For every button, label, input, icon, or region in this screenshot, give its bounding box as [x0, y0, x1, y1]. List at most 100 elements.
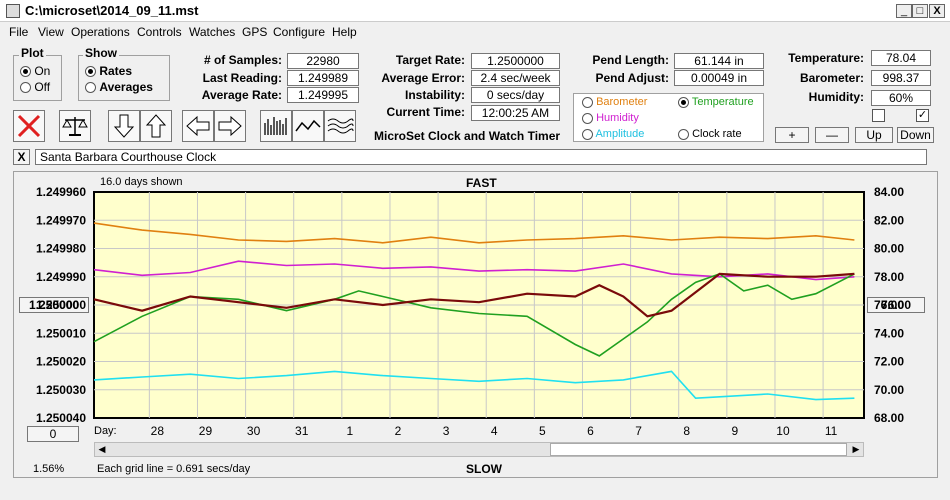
scale-icon — [62, 117, 88, 136]
scroll-left-icon[interactable]: ◀ — [98, 444, 106, 454]
horizontal-scrollbar[interactable]: ◀ ▶ — [94, 442, 864, 457]
average-error-value: 2.4 sec/week — [471, 70, 560, 86]
series-line-4 — [93, 272, 855, 318]
arrow-left-icon — [186, 115, 210, 137]
plus-button[interactable]: + — [775, 127, 809, 143]
down-arrow-button[interactable] — [108, 110, 140, 142]
target-rate-field[interactable]: 1.2500000 — [471, 53, 560, 69]
x-tick-label: 30 — [247, 424, 261, 438]
y-right-tick-label: 72.00 — [874, 355, 904, 369]
left-checkbox[interactable] — [872, 109, 885, 122]
minus-button[interactable]: — — [815, 127, 849, 143]
x-tick-label: 1 — [347, 424, 354, 438]
show-group-label: Show — [83, 46, 119, 60]
stop-button[interactable] — [13, 110, 45, 142]
right-arrow-button[interactable] — [214, 110, 246, 142]
y-right-tick-label: 74.00 — [874, 326, 904, 340]
line-view-button[interactable] — [292, 110, 324, 142]
show-rates-radio[interactable]: Rates — [85, 64, 132, 78]
pend-adjust-value: 0.00049 in — [674, 70, 764, 86]
x-tick-label: 6 — [587, 424, 594, 438]
days-shown-label: 16.0 days shown — [100, 176, 183, 188]
title-bar — [0, 0, 950, 22]
plot-off-label: Off — [34, 80, 51, 94]
bar-graph-icon — [264, 117, 287, 135]
menu-watches[interactable]: Watches — [189, 25, 236, 39]
y-left-tick-label: 1.250040 — [36, 411, 86, 425]
arrow-right-icon — [218, 115, 242, 137]
app-icon — [6, 4, 20, 18]
clock-name-field[interactable]: Santa Barbara Courthouse Clock — [35, 149, 927, 165]
scrollbar-thumb[interactable] — [550, 443, 847, 456]
grid-note-label: Each grid line = 0.691 secs/day — [97, 463, 251, 475]
x-tick-label: 4 — [491, 424, 498, 438]
menu-controls[interactable]: Controls — [137, 25, 182, 39]
last-reading-value: 1.249989 — [287, 70, 359, 86]
plot-off-radio[interactable]: Off — [20, 80, 50, 94]
show-group — [78, 55, 170, 101]
right-value-box[interactable]: 76.00 — [867, 297, 925, 313]
x-tick-label: 3 — [443, 424, 450, 438]
down-button[interactable]: Down — [897, 127, 934, 143]
radio-dot — [582, 112, 593, 124]
y-left-tick-label: 1.250030 — [36, 383, 86, 397]
clock-rate-option-label: Clock rate — [692, 128, 742, 140]
x-tick-label: 5 — [539, 424, 546, 438]
clock-rate-radio[interactable]: Clock rate — [678, 128, 742, 140]
minimize-button[interactable]: _ — [896, 4, 912, 18]
left-value-box[interactable]: 1.250000 — [19, 297, 89, 313]
right-checkbox[interactable]: ✓ — [916, 109, 929, 122]
left-arrow-button[interactable] — [182, 110, 214, 142]
y-right-tick-label: 78.00 — [874, 270, 904, 284]
menu-view[interactable]: View — [38, 25, 64, 39]
up-button[interactable]: Up — [855, 127, 893, 143]
day-label: Day: — [94, 425, 117, 437]
y-right-tick-label: 70.00 — [874, 383, 904, 397]
x-tick-label: 7 — [635, 424, 642, 438]
menu-help[interactable]: Help — [332, 25, 357, 39]
scroll-value-box[interactable]: 0 — [27, 426, 79, 442]
pend-length-value: 61.144 in — [674, 53, 764, 69]
balance-button[interactable] — [59, 110, 91, 142]
line-graph-icon — [295, 119, 321, 132]
samples-value: 22980 — [287, 53, 359, 69]
barometer-option-label: Barometer — [596, 96, 648, 108]
show-averages-radio[interactable]: Averages — [85, 80, 153, 94]
plot-on-radio[interactable]: On — [20, 64, 50, 78]
wave-view-button[interactable] — [324, 110, 356, 142]
x-tick-label: 28 — [151, 424, 165, 438]
target-rate-label: Target Rate: — [395, 53, 465, 67]
show-averages-label: Averages — [99, 80, 153, 94]
radio-dot — [678, 128, 689, 140]
menu-file[interactable]: File — [9, 25, 29, 39]
wave-icon — [327, 118, 354, 134]
amplitude-radio[interactable]: Amplitude — [582, 128, 644, 140]
y-right-tick-label: 82.00 — [874, 213, 904, 227]
radio-dot — [678, 96, 689, 108]
amplitude-option-label: Amplitude — [595, 128, 645, 140]
y-left-tick-label: 1.250010 — [36, 326, 86, 340]
x-tick-label: 8 — [683, 424, 690, 438]
menu-configure[interactable]: Configure — [273, 25, 326, 39]
humidity-radio[interactable]: Humidity — [582, 112, 639, 124]
current-time-label: Current Time: — [386, 105, 465, 119]
series-line-3 — [93, 370, 855, 401]
maximize-button[interactable]: □ — [912, 4, 928, 18]
menu-operations[interactable]: Operations — [71, 25, 130, 39]
up-arrow-button[interactable] — [140, 110, 172, 142]
arrow-up-icon — [145, 114, 167, 138]
barometer-value: 998.37 — [871, 70, 931, 86]
temperature-value: 78.04 — [871, 50, 931, 66]
clear-clock-button[interactable]: X — [13, 149, 30, 165]
y-right-tick-label: 76.00 — [874, 298, 904, 312]
temperature-radio[interactable]: Temperature — [678, 96, 754, 108]
humidity-value: 60% — [871, 90, 931, 106]
bars-view-button[interactable] — [260, 110, 292, 142]
last-reading-label: Last Reading: — [202, 71, 282, 85]
arrow-down-icon — [113, 114, 135, 138]
barometer-radio[interactable]: Barometer — [582, 96, 647, 108]
close-window-button[interactable]: X — [929, 4, 945, 18]
scroll-right-icon[interactable]: ▶ — [852, 444, 860, 454]
menu-gps[interactable]: GPS — [242, 25, 268, 39]
